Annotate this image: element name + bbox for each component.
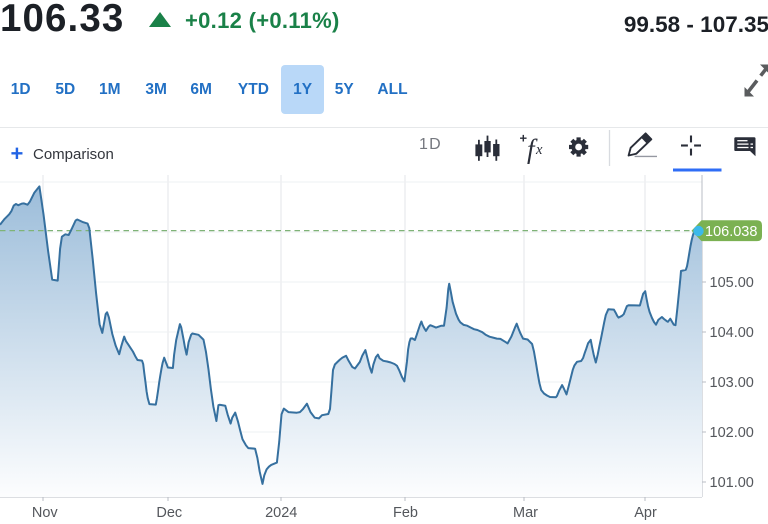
svg-text:104.00: 104.00 [710, 325, 754, 341]
svg-text:103.00: 103.00 [710, 375, 754, 391]
svg-text:Mar: Mar [513, 505, 538, 521]
svg-text:x: x [535, 142, 543, 158]
svg-text:101.00: 101.00 [710, 475, 754, 491]
svg-text:105.00: 105.00 [710, 275, 754, 291]
svg-text:106.038: 106.038 [705, 224, 757, 240]
svg-text:Dec: Dec [156, 505, 182, 521]
svg-text:Apr: Apr [634, 505, 657, 521]
svg-text:Nov: Nov [32, 505, 59, 521]
svg-text:2024: 2024 [265, 505, 297, 521]
svg-text:f: f [527, 134, 538, 164]
svg-text:+: + [520, 131, 528, 146]
svg-text:102.00: 102.00 [710, 425, 754, 441]
svg-text:Feb: Feb [393, 505, 418, 521]
